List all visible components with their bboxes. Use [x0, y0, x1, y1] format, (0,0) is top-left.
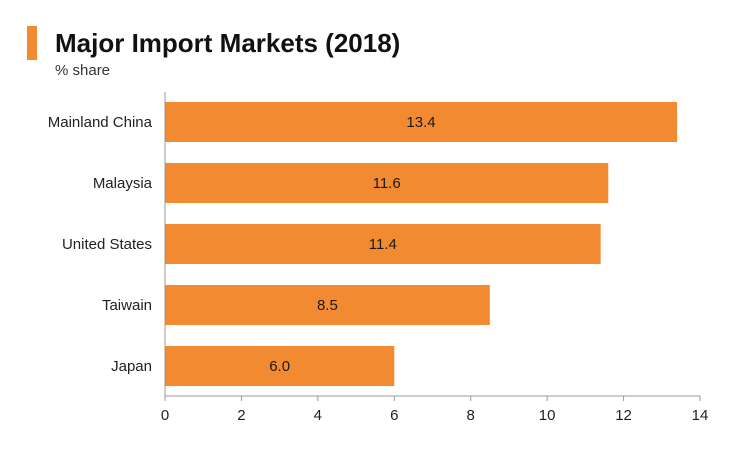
axes-group: 0 2 4 6 8 10 12 14 [161, 92, 709, 424]
x-tick-label: 2 [237, 407, 245, 424]
x-tick-label: 6 [390, 407, 398, 424]
bar [165, 224, 601, 264]
category-labels-group: Mainland China Malaysia United States Taiwa… [48, 114, 153, 375]
bar-value-label: 8.5 [317, 297, 338, 314]
bar [165, 102, 678, 142]
bars-group: 13.4 11.6 11.4 8.5 6.0 [165, 102, 678, 386]
category-label: Taiwain [102, 297, 152, 314]
bar [165, 346, 395, 386]
category-label: United States [62, 236, 152, 253]
x-tick-label: 10 [539, 407, 556, 424]
bar-value-label: 6.0 [269, 358, 290, 375]
x-tick-label: 8 [467, 407, 475, 424]
title-accent-bar [27, 26, 37, 60]
bar [165, 285, 490, 325]
x-tick-label: 4 [314, 407, 322, 424]
bar [165, 163, 609, 203]
category-label: Malaysia [93, 175, 153, 192]
x-tick-label: 14 [692, 407, 709, 424]
x-tick-label: 12 [615, 407, 632, 424]
chart-title: Major Import Markets (2018) [55, 28, 401, 58]
category-label: Mainland China [48, 114, 153, 131]
chart-subtitle: % share [55, 62, 111, 79]
x-tick-label: 0 [161, 407, 169, 424]
bar-value-label: 13.4 [406, 114, 435, 131]
category-label: Japan [111, 358, 152, 375]
bar-value-label: 11.4 [369, 236, 397, 253]
bar-value-label: 11.6 [373, 175, 401, 192]
